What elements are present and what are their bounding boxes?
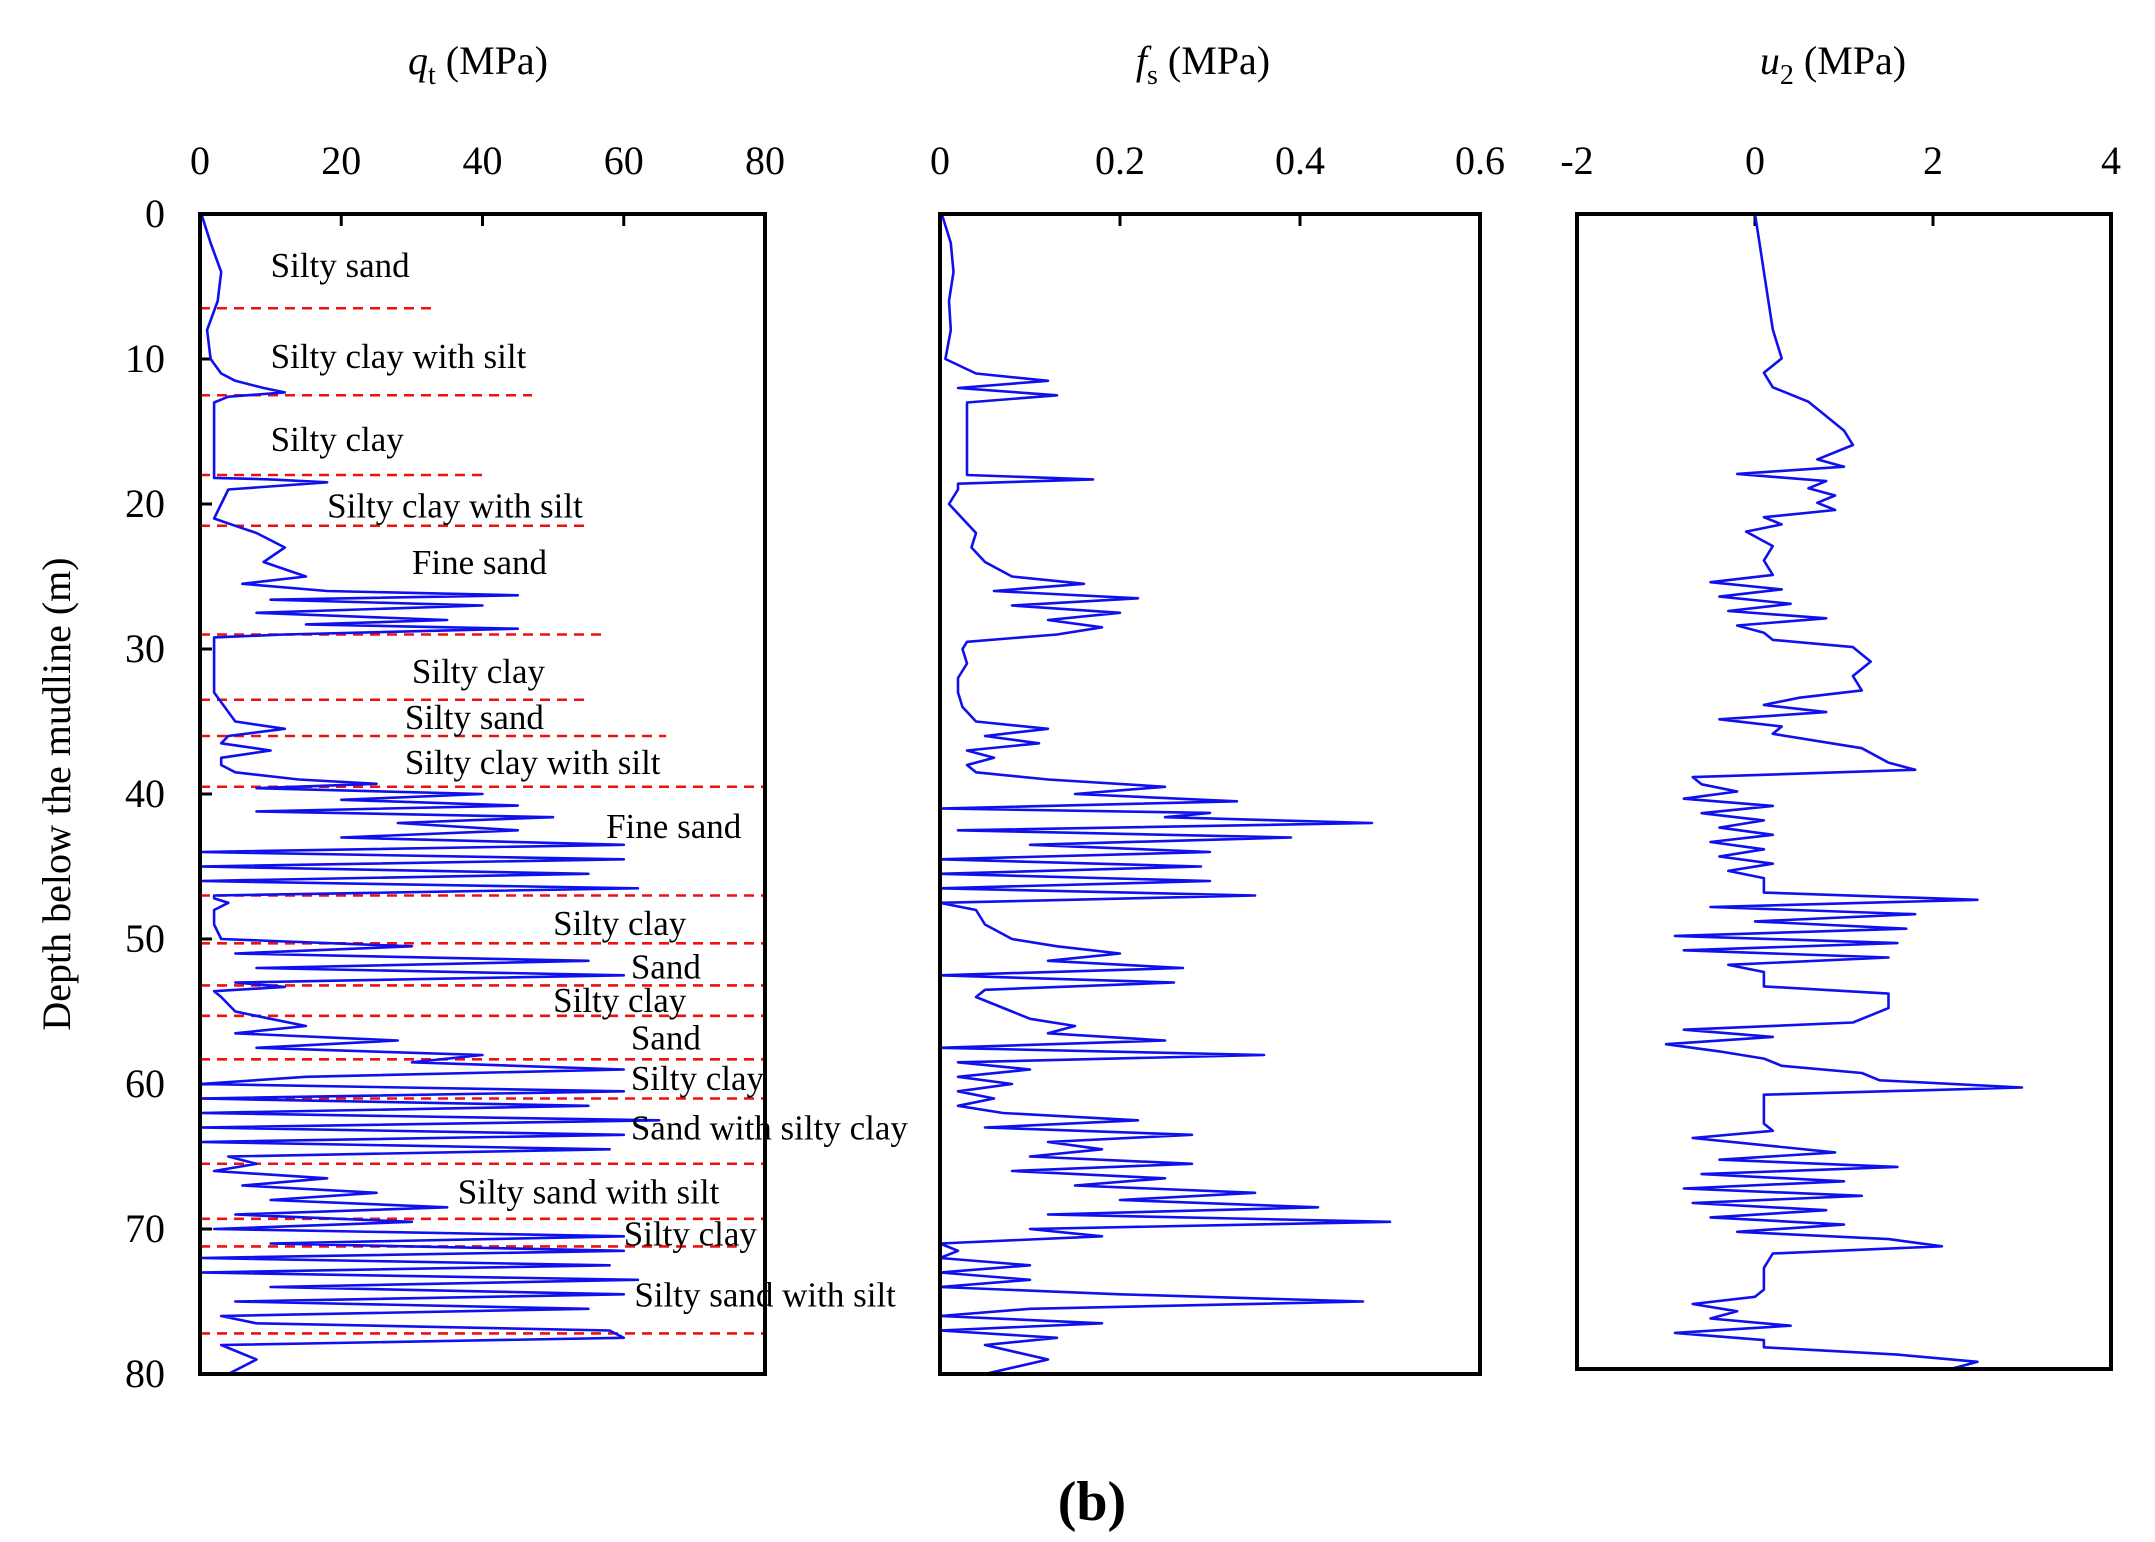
layer-label: Sand [631, 1019, 702, 1058]
layer-label: Fine sand [606, 807, 742, 846]
layer-label: Silty clay [631, 1059, 765, 1098]
x-tick-label: 4 [2101, 138, 2121, 183]
layer-label: Silty clay with silt [405, 743, 661, 782]
qt-y-ticks: 0 10 20 30 40 50 60 70 80 [125, 191, 212, 1396]
layer-label: Silty sand with silt [458, 1172, 720, 1211]
x-tick-label: 80 [745, 138, 785, 183]
layer-labels: Silty sand Silty clay with silt Silty clay… [271, 246, 909, 1315]
qt-x-ticks: 0 20 40 60 80 [190, 138, 785, 226]
layer-label: Silty clay [553, 904, 687, 943]
y-tick-label: 0 [145, 191, 165, 236]
fs-plot-frame [938, 212, 1482, 1376]
x-tick-label: 0 [930, 138, 950, 183]
figure-caption: (b) [1058, 1471, 1126, 1533]
x-tick-label: 60 [604, 138, 644, 183]
layer-label: Silty clay [271, 420, 405, 459]
layer-label: Silty clay with silt [271, 337, 527, 376]
layer-label: Silty clay [553, 981, 687, 1020]
layer-label: Silty clay [412, 652, 546, 691]
y-tick-label: 40 [125, 771, 165, 816]
x-tick-label: 0.6 [1455, 138, 1505, 183]
x-tick-label: 0.4 [1275, 138, 1325, 183]
layer-label: Silty sand with silt [634, 1275, 896, 1314]
x-tick-label: 40 [463, 138, 503, 183]
y-tick-label: 80 [125, 1351, 165, 1396]
y-tick-label: 20 [125, 481, 165, 526]
y-tick-label: 60 [125, 1061, 165, 1106]
qt-plot-frame [198, 212, 767, 1376]
layer-label: Sand [631, 948, 702, 987]
layer-label: Silty sand [271, 246, 411, 285]
layer-label: Silty sand [405, 698, 545, 737]
panel-qt: qt (MPa) 0 20 40 60 80 0 10 20 30 40 50 60 70 80 Sil… [125, 38, 908, 1396]
u2-plot-frame [1575, 212, 2113, 1371]
y-tick-label: 70 [125, 1206, 165, 1251]
x-tick-label: 0 [190, 138, 210, 183]
layer-label: Silty clay [624, 1214, 758, 1253]
panel-u2: u2 (MPa) -2 0 2 4 [1560, 38, 2121, 1371]
panel-fs: fs (MPa) 0 0.2 0.4 0.6 [930, 38, 1505, 1376]
fs-axis-title: fs (MPa) [1136, 38, 1270, 91]
u2-axis-title: u2 (MPa) [1760, 38, 1906, 91]
x-tick-label: 0 [1745, 138, 1765, 183]
y-axis-title: Depth below the mudline (m) [34, 557, 79, 1030]
layer-label: Sand with silty clay [631, 1109, 909, 1148]
qt-axis-title: qt (MPa) [408, 38, 548, 91]
layer-label: Silty clay with silt [327, 486, 583, 525]
x-tick-label: 20 [321, 138, 361, 183]
u2-series-line [1664, 213, 2024, 1371]
y-tick-label: 50 [125, 916, 165, 961]
fs-series-line [938, 213, 1392, 1376]
x-tick-label: 0.2 [1095, 138, 1145, 183]
x-tick-label: -2 [1560, 138, 1593, 183]
fs-x-ticks: 0 0.2 0.4 0.6 [930, 138, 1505, 226]
y-tick-label: 10 [125, 336, 165, 381]
y-tick-label: 30 [125, 626, 165, 671]
x-tick-label: 2 [1923, 138, 1943, 183]
layer-label: Fine sand [412, 543, 548, 582]
qt-series-line [198, 213, 661, 1376]
